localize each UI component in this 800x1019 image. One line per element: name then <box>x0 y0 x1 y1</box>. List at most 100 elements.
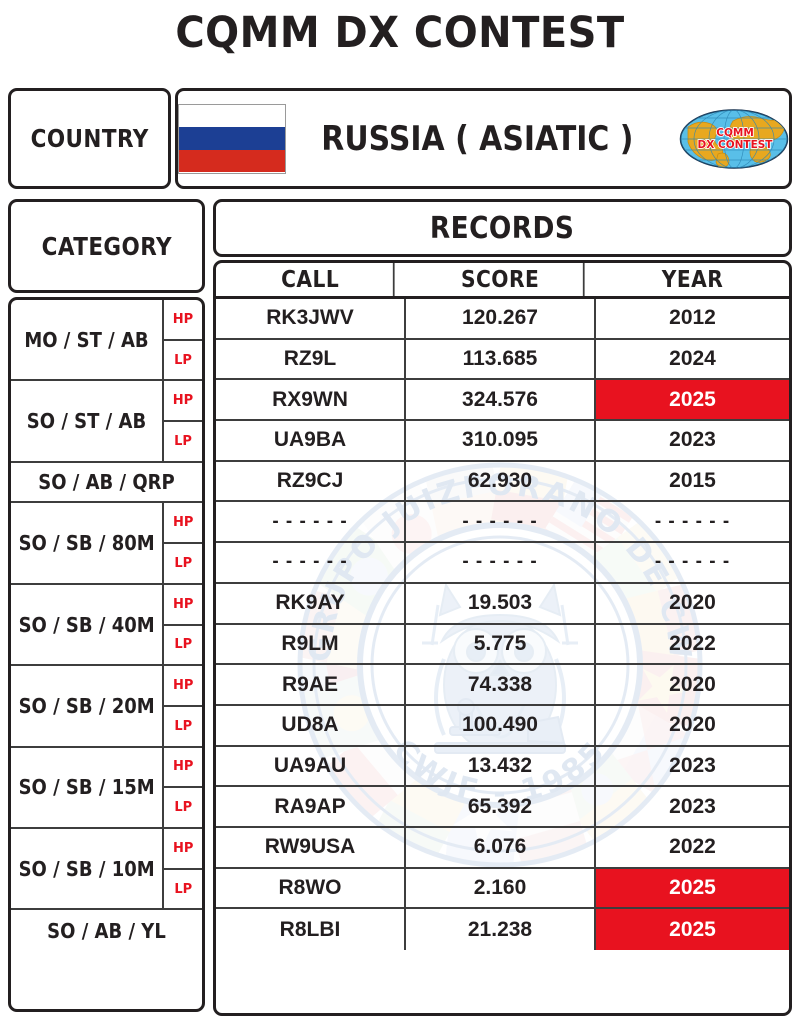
country-name: RUSSIA ( ASIATIC ) <box>321 118 634 159</box>
cqmm-dx-contest-globe-logo: CQMM DX CONTEST <box>679 108 789 170</box>
cell-year: 2024 <box>669 347 716 371</box>
cell-score: - - - - - - <box>406 502 596 542</box>
cell-score: 324.576 <box>406 380 596 420</box>
table-row: UA9BA 310.095 2023 <box>216 421 789 462</box>
category-name: SO / SB / 20M <box>18 693 155 718</box>
cell-year: 2023 <box>669 794 716 818</box>
power-class-hp: HP <box>173 515 194 531</box>
category-group: SO / SB / 40M HP LP <box>11 584 202 667</box>
category-name: SO / SB / 80M <box>18 531 155 556</box>
cell-year: 2015 <box>669 469 716 493</box>
records-header: RECORDS <box>213 199 792 257</box>
power-class-hp: HP <box>172 393 194 409</box>
power-class-hp: HP <box>173 759 194 775</box>
category-column: CATEGORY MO / ST / AB HP LP SO / ST / AB HP L… <box>8 199 205 1016</box>
cell-year: 2020 <box>669 713 716 737</box>
power-class-column: HP LP <box>162 666 202 746</box>
cell-score: 120.267 <box>406 299 596 338</box>
table-row: RA9AP 65.392 2023 <box>216 787 789 828</box>
country-label: COUNTRY <box>30 124 149 153</box>
power-class-lp: LP <box>164 623 202 665</box>
cell-year: 2022 <box>669 835 716 859</box>
cell-call: RW9USA <box>216 827 406 867</box>
cell-year: 2020 <box>669 591 716 615</box>
logo-line-1: CQMM <box>716 127 754 139</box>
records-table: CALL SCORE YEAR RK3JWV 120.267 2012 RZ9L 113.68… <box>213 260 792 1016</box>
power-class-column: HP LP <box>162 381 202 461</box>
cell-call: RZ9CJ <box>216 461 406 501</box>
table-row: RX9WN 324.576 2025 <box>216 380 789 422</box>
power-class-lp: LP <box>164 542 202 583</box>
cell-score: 19.503 <box>406 583 596 623</box>
table-row: UA9AU 13.432 2023 <box>216 746 789 788</box>
cell-score: 113.685 <box>406 339 596 379</box>
cell-call: UA9BA <box>216 421 406 460</box>
power-class-hp: HP <box>172 311 194 327</box>
cell-score: 310.095 <box>406 421 596 460</box>
category-header: CATEGORY <box>8 199 205 293</box>
cell-score: - - - - - - <box>406 543 596 582</box>
cell-call: RX9WN <box>216 380 406 420</box>
power-class-column: HP LP <box>162 829 202 909</box>
cell-call: R8WO <box>216 868 406 908</box>
column-header-score: SCORE <box>417 263 585 296</box>
cell-call: RK9AY <box>216 583 406 623</box>
cell-score: 100.490 <box>406 705 596 745</box>
russia-flag-icon <box>178 103 287 174</box>
cell-call: R9LM <box>216 624 406 664</box>
power-class-hp: HP <box>173 596 194 612</box>
category-name: SO / AB / YL <box>47 918 166 943</box>
cell-call: RK3JWV <box>216 299 406 338</box>
category-group: MO / ST / AB HP LP <box>11 300 202 382</box>
table-row: RK9AY 19.503 2020 <box>216 583 789 625</box>
category-group: SO / ST / AB HP LP <box>11 381 202 463</box>
category-group: SO / AB / YL <box>11 910 202 951</box>
category-group: SO / SB / 20M HP LP <box>11 666 202 748</box>
cell-call: RZ9L <box>216 339 406 379</box>
cell-year: 2023 <box>669 428 716 452</box>
category-name: SO / AB / QRP <box>38 470 175 495</box>
power-class-column: HP LP <box>162 747 202 828</box>
cell-call: RA9AP <box>216 787 406 826</box>
column-header-year: YEAR <box>661 266 724 293</box>
table-row: RK3JWV 120.267 2012 <box>216 299 789 340</box>
country-label-cell: COUNTRY <box>8 88 172 189</box>
cell-year: - - - - - - <box>654 510 731 532</box>
cell-call: UA9AU <box>216 746 406 786</box>
cell-score: 65.392 <box>406 787 596 826</box>
cell-call: - - - - - - <box>216 543 406 582</box>
cell-year: 2025 <box>596 909 789 950</box>
cell-year: 2012 <box>669 306 716 330</box>
power-class-column: HP LP <box>162 503 202 583</box>
cell-year: 2025 <box>596 868 789 908</box>
power-class-hp: HP <box>173 840 194 856</box>
category-list: MO / ST / AB HP LP SO / ST / AB HP LP SO / AB … <box>8 297 205 1012</box>
cell-score: 74.338 <box>406 665 596 704</box>
table-row: R8WO 2.160 2025 <box>216 868 789 910</box>
logo-line-2: DX CONTEST <box>698 139 774 151</box>
table-row: R8LBI 21.238 2025 <box>216 909 789 950</box>
cell-call: R9AE <box>216 665 406 704</box>
cell-score: 5.775 <box>406 624 596 664</box>
category-name: SO / SB / 40M <box>18 612 155 637</box>
category-group: SO / SB / 80M HP LP <box>11 503 202 585</box>
records-header-label: RECORDS <box>430 210 575 246</box>
page-title: CQMM DX CONTEST <box>175 8 625 58</box>
cell-score: 2.160 <box>406 868 596 908</box>
cell-year: 2025 <box>596 380 789 420</box>
cell-call: UD8A <box>216 705 406 745</box>
cell-year: - - - - - - <box>654 551 731 573</box>
category-group: SO / AB / QRP <box>11 463 202 504</box>
table-row: - - - - - -- - - - - -- - - - - - <box>216 543 789 584</box>
power-class-column: HP LP <box>162 584 202 665</box>
cell-year: 2020 <box>669 672 716 696</box>
records-header-row: CALL SCORE YEAR <box>216 263 789 299</box>
table-row: R9LM 5.775 2022 <box>216 624 789 666</box>
cell-call: R8LBI <box>216 909 406 950</box>
cell-score: 21.238 <box>406 909 596 950</box>
power-class-lp: LP <box>164 338 202 380</box>
cell-score: 62.930 <box>406 461 596 501</box>
power-class-lp: LP <box>164 786 202 827</box>
category-name: SO / SB / 15M <box>18 775 155 800</box>
